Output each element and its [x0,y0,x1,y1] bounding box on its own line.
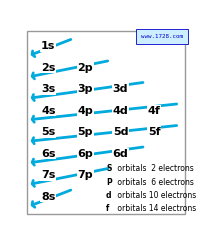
Text: S: S [106,164,111,173]
Text: f: f [106,204,109,213]
Text: orbitals  6 electrons: orbitals 6 electrons [114,178,193,187]
Text: 3p: 3p [77,84,92,94]
Text: orbitals  2 electrons: orbitals 2 electrons [114,164,193,173]
Text: P: P [106,178,111,187]
Text: 3d: 3d [112,84,128,94]
Text: www.1728.com: www.1728.com [140,34,182,39]
Text: d: d [106,191,111,200]
Text: 8s: 8s [41,192,55,202]
Text: 3s: 3s [41,84,55,94]
Text: 4f: 4f [147,105,160,116]
Text: 7p: 7p [77,170,92,180]
Text: 5f: 5f [147,127,160,137]
Text: 2s: 2s [41,62,55,72]
Text: 4d: 4d [112,105,128,116]
Text: 6s: 6s [41,148,55,159]
Text: 1s: 1s [41,41,55,51]
Text: 7s: 7s [41,170,55,180]
Text: orbitals 10 electrons: orbitals 10 electrons [114,191,195,200]
Text: 6d: 6d [112,148,128,159]
Text: 6p: 6p [77,148,93,159]
Text: 5p: 5p [77,127,92,137]
Text: 2p: 2p [77,62,92,72]
Text: 4p: 4p [77,105,93,116]
Text: 5d: 5d [112,127,128,137]
Text: 5s: 5s [41,127,55,137]
Text: 4s: 4s [41,105,55,116]
Text: orbitals 14 electrons: orbitals 14 electrons [114,204,195,213]
